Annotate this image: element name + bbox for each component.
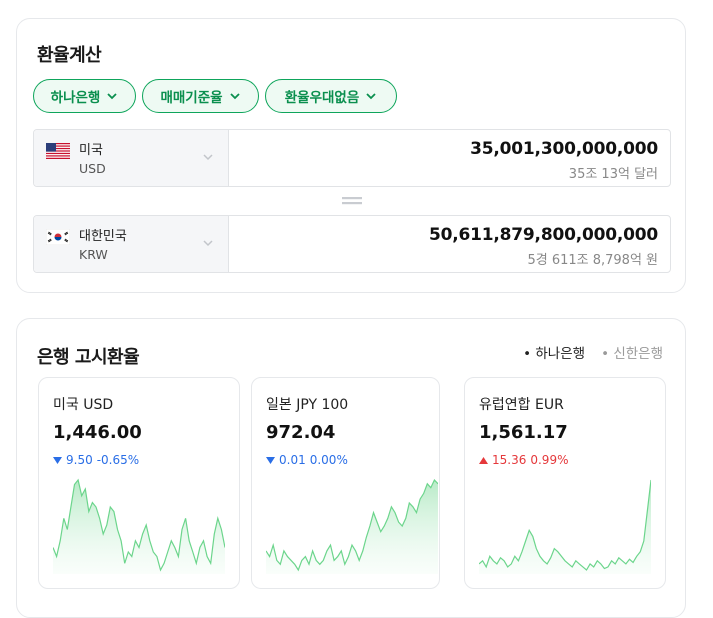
sparkline-line <box>53 478 225 572</box>
down-arrow-icon <box>53 456 62 464</box>
calculator-title: 환율계산 <box>37 45 102 66</box>
preferential-rate-label: 환율우대없음 <box>284 90 360 106</box>
us-flag-icon <box>46 143 70 159</box>
tab-hana-bank[interactable]: • 하나은행 <box>523 346 586 362</box>
from-currency-select[interactable]: 미국 USD <box>34 130 229 186</box>
rate-change: 9.50 -0.65% <box>53 453 139 467</box>
chevron-down-icon <box>203 154 213 161</box>
from-currency-code: USD <box>79 161 106 176</box>
rate-change-percent: -0.65% <box>96 453 140 467</box>
rate-currency-name: 일본 JPY 100 <box>266 397 349 413</box>
bank-rates-card: 은행 고시환율 • 하나은행 • 신한은행 미국 USD 1,446.00 9.… <box>16 318 686 618</box>
sparkline-line <box>479 479 651 571</box>
rate-change-amount: 9.50 <box>66 453 93 467</box>
to-currency-code: KRW <box>79 247 108 262</box>
sparkline-line <box>266 478 438 572</box>
up-arrow-icon <box>479 456 488 464</box>
from-currency-row: 미국 USD 35,001,300,000,000 35조 13억 달러 <box>33 129 671 187</box>
chevron-down-icon <box>203 240 213 247</box>
rate-change: 15.36 0.99% <box>479 453 568 467</box>
tab-shinhan-bank[interactable]: • 신한은행 <box>601 346 663 362</box>
sparkline-area <box>53 480 225 574</box>
bank-rates-title: 은행 고시환율 <box>37 347 140 368</box>
currency-calculator-card: 환율계산 하나은행 매매기준율 환율우대없음 미국 USD <box>16 18 686 293</box>
trend-sparkline <box>479 479 651 574</box>
from-currency-name: 미국 <box>79 143 103 158</box>
rate-currency-name: 미국 USD <box>53 397 114 413</box>
rate-value: 972.04 <box>266 422 336 443</box>
chevron-down-icon <box>366 93 376 100</box>
kr-flag-icon <box>46 229 70 245</box>
trend-sparkline <box>53 478 225 574</box>
sparkline-area <box>266 480 438 574</box>
sparkline-area <box>479 480 651 574</box>
rate-card-eur[interactable]: 유럽연합 EUR 1,561.17 15.36 0.99% <box>464 377 666 589</box>
equals-icon <box>342 197 362 205</box>
rate-card-usd[interactable]: 미국 USD 1,446.00 9.50 -0.65% <box>38 377 240 589</box>
rate-change-percent: 0.99% <box>530 453 569 467</box>
rate-type-chip[interactable]: 매매기준율 <box>142 79 259 113</box>
chevron-down-icon <box>107 93 117 100</box>
preferential-rate-chip[interactable]: 환율우대없음 <box>265 79 397 113</box>
to-amount-korean: 5경 611조 8,798억 원 <box>527 253 658 268</box>
rate-change-percent: 0.00% <box>309 453 348 467</box>
rate-value: 1,561.17 <box>479 422 568 443</box>
to-amount-input[interactable]: 50,611,879,800,000,000 <box>429 225 658 245</box>
rate-value: 1,446.00 <box>53 422 142 443</box>
trend-sparkline <box>266 478 438 574</box>
bank-select-label: 하나은행 <box>50 90 101 106</box>
down-arrow-icon <box>266 456 275 464</box>
rate-change-amount: 15.36 <box>492 453 527 467</box>
to-currency-row: 대한민국 KRW 50,611,879,800,000,000 5경 611조 … <box>33 215 671 273</box>
from-amount-korean: 35조 13억 달러 <box>568 167 658 182</box>
bank-select-chip[interactable]: 하나은행 <box>33 79 136 113</box>
rate-type-label: 매매기준율 <box>160 90 223 106</box>
to-currency-select[interactable]: 대한민국 KRW <box>34 216 229 272</box>
from-amount-input[interactable]: 35,001,300,000,000 <box>470 139 658 159</box>
rate-card-jpy[interactable]: 일본 JPY 100 972.04 0.01 0.00% <box>251 377 440 589</box>
rate-currency-name: 유럽연합 EUR <box>479 397 564 413</box>
bank-tabs: • 하나은행 • 신한은행 <box>523 342 663 362</box>
to-currency-name: 대한민국 <box>79 229 127 244</box>
chevron-down-icon <box>229 93 240 100</box>
rate-change: 0.01 0.00% <box>266 453 348 467</box>
rate-change-amount: 0.01 <box>279 453 306 467</box>
